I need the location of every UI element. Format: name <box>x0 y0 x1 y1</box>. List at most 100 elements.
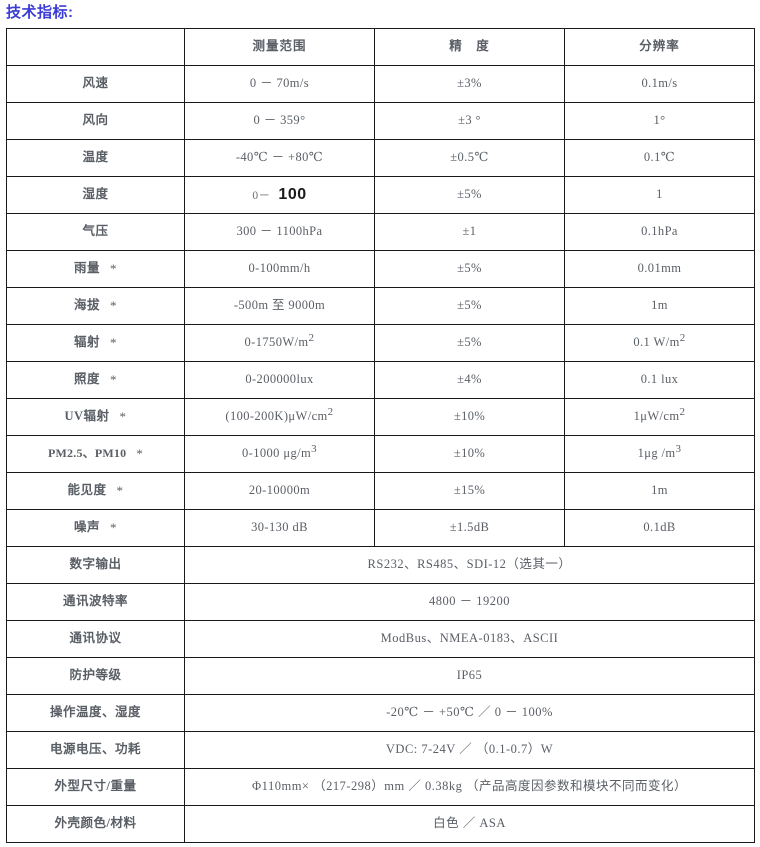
page-title: 技术指标: <box>6 4 74 21</box>
table-row-merged: 通讯协议 ModBus、NMEA-0183、ASCII <box>6 620 755 658</box>
value-accuracy: ±1.5dB <box>374 509 565 547</box>
table-row: PM2.5、PM10 * 0-1000 μg/m3 ±10% 1μg /m3 <box>6 435 755 473</box>
param-label: 照度 * <box>6 361 185 399</box>
table-row: 辐射 * 0-1750W/m2 ±5% 0.1 W/m2 <box>6 324 755 362</box>
merged-value: 4800 － 19200 <box>184 583 755 621</box>
optional-marker-icon: * <box>110 334 117 350</box>
value-resolution: 0.1 lux <box>564 361 755 399</box>
table-row: 气压 300 － 1100hPa ±1 0.1hPa <box>6 213 755 251</box>
resolution-exponent: 2 <box>679 406 686 419</box>
value-resolution: 0.1℃ <box>564 139 755 177</box>
header-param <box>6 28 185 66</box>
table-row: 能见度 * 20-10000m ±15% 1m <box>6 472 755 510</box>
table-header-row: 测量范围 精 度 分辨率 <box>6 28 755 66</box>
table-row-merged: 防护等级 IP65 <box>6 657 755 695</box>
param-text: 能见度 <box>67 482 107 497</box>
optional-marker-icon: * <box>110 519 117 535</box>
value-resolution: 1μW/cm2 <box>564 398 755 436</box>
optional-marker-icon: * <box>110 371 117 387</box>
table-row: 风向 0 － 359° ±3 ° 1° <box>6 102 755 140</box>
param-label: 气压 <box>6 213 185 251</box>
param-label: 湿度 <box>6 176 185 214</box>
header-resolution: 分辨率 <box>564 28 755 66</box>
value-accuracy: ±15% <box>374 472 565 510</box>
param-label: 操作温度、湿度 <box>6 694 185 732</box>
merged-value: 白色 ／ ASA <box>184 805 755 843</box>
value-range: 0-1000 μg/m3 <box>184 435 375 473</box>
range-exponent: 3 <box>311 443 317 456</box>
value-range: 20-10000m <box>184 472 375 510</box>
range-base: 0-1000 μg/m <box>242 446 312 461</box>
value-accuracy: ±4% <box>374 361 565 399</box>
param-label: 温度 <box>6 139 185 177</box>
param-text: UV辐射 <box>64 408 110 423</box>
header-measurement-range: 测量范围 <box>184 28 375 66</box>
param-text: 海拔 <box>73 297 100 312</box>
param-label: 通讯协议 <box>6 620 185 658</box>
value-range: 30-130 dB <box>184 509 375 547</box>
optional-marker-icon: * <box>116 482 124 498</box>
value-resolution: 1° <box>564 102 755 140</box>
table-row-merged: 电源电压、功耗 VDC: 7-24V ／ （0.1-0.7）W <box>6 731 755 769</box>
table-row-merged: 操作温度、湿度 -20℃ － +50℃ ／ 0 － 100% <box>6 694 755 732</box>
table-row: UV辐射 * (100-200K)μW/cm2 ±10% 1μW/cm2 <box>6 398 755 436</box>
table-row-merged: 外型尺寸/重量 Φ110mm× （217-298）mm ／ 0.38kg （产品… <box>6 768 755 806</box>
resolution-exponent: 2 <box>679 332 686 345</box>
value-range: 0 － 359° <box>184 102 375 140</box>
param-label: 防护等级 <box>6 657 185 695</box>
value-resolution: 1 <box>564 176 755 214</box>
value-range: 0-200000lux <box>184 361 375 399</box>
param-text: 温度 <box>82 150 109 165</box>
param-label: 风向 <box>6 102 185 140</box>
resolution-exponent: 3 <box>675 443 682 456</box>
value-resolution: 1m <box>564 472 755 510</box>
param-label: 数字输出 <box>6 546 185 584</box>
value-accuracy: ±10% <box>374 398 565 436</box>
param-label: 能见度 * <box>6 472 185 510</box>
range-base: (100-200K)μW/cm <box>225 409 328 424</box>
param-label: PM2.5、PM10 * <box>6 435 185 473</box>
value-resolution: 1m <box>564 287 755 325</box>
optional-marker-icon: * <box>110 260 117 276</box>
table-row: 雨量 * 0-100mm/h ±5% 0.01mm <box>6 250 755 288</box>
value-accuracy: ±3 ° <box>374 102 565 140</box>
table-row: 温度 -40℃ － +80℃ ±0.5℃ 0.1℃ <box>6 139 755 177</box>
table-row-merged: 外壳颜色/材料 白色 ／ ASA <box>6 805 755 843</box>
value-accuracy: ±5% <box>374 250 565 288</box>
value-accuracy: ±5% <box>374 287 565 325</box>
table-row-merged: 通讯波特率 4800 － 19200 <box>6 583 755 621</box>
header-accuracy: 精 度 <box>374 28 565 66</box>
param-label: 外壳颜色/材料 <box>6 805 185 843</box>
value-range: -40℃ － +80℃ <box>184 139 375 177</box>
table-body: 测量范围 精 度 分辨率 风速 0 － 70m/s ±3% 0.1m/s 风向 … <box>6 28 755 843</box>
optional-marker-icon: * <box>136 445 144 461</box>
table-row: 照度 * 0-200000lux ±4% 0.1 lux <box>6 361 755 399</box>
table-row-merged: 数字输出 RS232、RS485、SDI-12（选其一） <box>6 546 755 584</box>
value-accuracy: ±5% <box>374 324 565 362</box>
param-text: 雨量 <box>73 260 100 275</box>
range-prefix: 0－ <box>252 190 271 202</box>
merged-value: VDC: 7-24V ／ （0.1-0.7）W <box>184 731 755 769</box>
value-resolution: 0.1hPa <box>564 213 755 251</box>
technical-specs-table: 测量范围 精 度 分辨率 风速 0 － 70m/s ±3% 0.1m/s 风向 … <box>6 28 755 843</box>
value-accuracy: ±1 <box>374 213 565 251</box>
merged-value: -20℃ － +50℃ ／ 0 － 100% <box>184 694 755 732</box>
param-text: 噪声 <box>73 519 100 534</box>
range-exponent: 2 <box>327 406 334 419</box>
resolution-base: 1μg /m <box>637 446 676 461</box>
value-range: 0-100mm/h <box>184 250 375 288</box>
param-text: 气压 <box>82 224 109 239</box>
range-main-value: 100 <box>278 186 307 203</box>
value-resolution: 0.01mm <box>564 250 755 288</box>
param-label: UV辐射 * <box>6 398 185 436</box>
value-accuracy: ±0.5℃ <box>374 139 565 177</box>
param-text: 风向 <box>82 113 109 128</box>
optional-marker-icon: * <box>119 408 127 424</box>
merged-value: RS232、RS485、SDI-12（选其一） <box>184 546 755 584</box>
range-exponent: 2 <box>308 332 315 345</box>
value-accuracy: ±10% <box>374 435 565 473</box>
param-label: 雨量 * <box>6 250 185 288</box>
param-text: 照度 <box>73 371 100 386</box>
value-resolution: 0.1 W/m2 <box>564 324 755 362</box>
table-row: 海拔 * -500m 至 9000m ±5% 1m <box>6 287 755 325</box>
